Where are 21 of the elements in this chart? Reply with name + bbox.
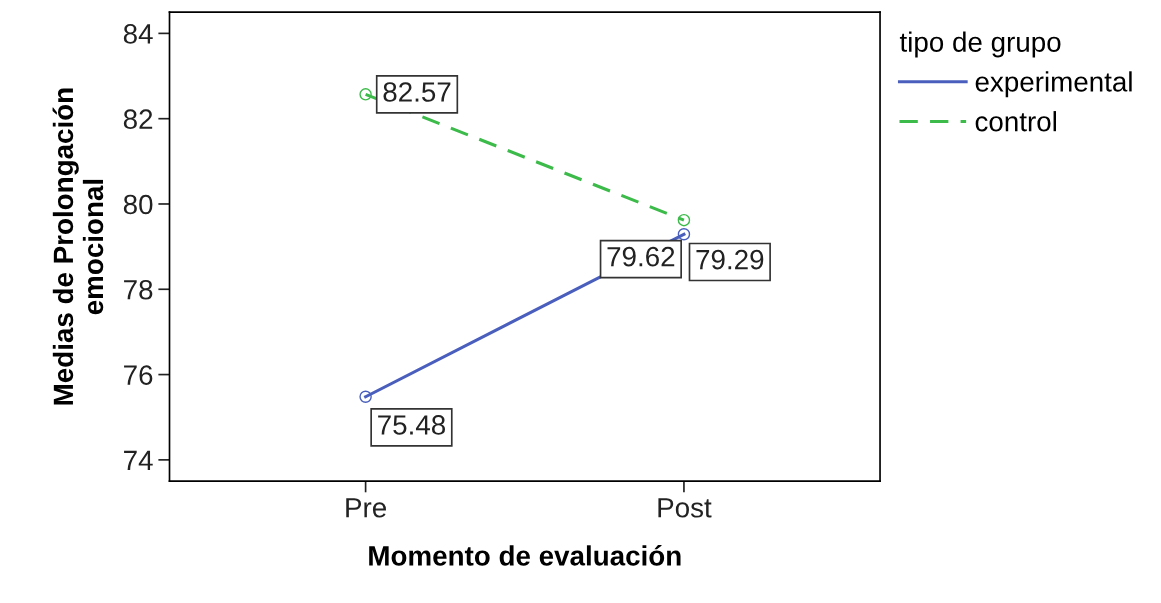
x-tick-label: Pre (346, 498, 386, 518)
data-label: 79.62 (607, 246, 675, 267)
point (677, 213, 691, 227)
data-label: 75.48 (378, 415, 446, 435)
point (359, 390, 372, 404)
data-label: 79.29 (696, 249, 764, 270)
legend-label: experimental (975, 71, 1132, 98)
legend-title: tipo de grupo (899, 31, 1061, 58)
data-label: 82.57 (383, 82, 451, 102)
y-axis-title: Medias de Prolongación emocional (52, 88, 104, 405)
point (359, 88, 372, 101)
x-tick-label: Post (658, 498, 712, 518)
y-tick-label: 76 (124, 365, 153, 385)
y-tick-label: 74 (124, 450, 153, 470)
point (677, 228, 691, 241)
legend-label: control (975, 111, 1056, 132)
x-axis-title: Momento de evaluación (369, 545, 681, 566)
y-tick-label: 78 (124, 279, 153, 300)
y-tick-label: 84 (123, 24, 153, 44)
y-tick-label: 80 (123, 194, 153, 215)
y-tick-label: 82 (123, 109, 153, 130)
